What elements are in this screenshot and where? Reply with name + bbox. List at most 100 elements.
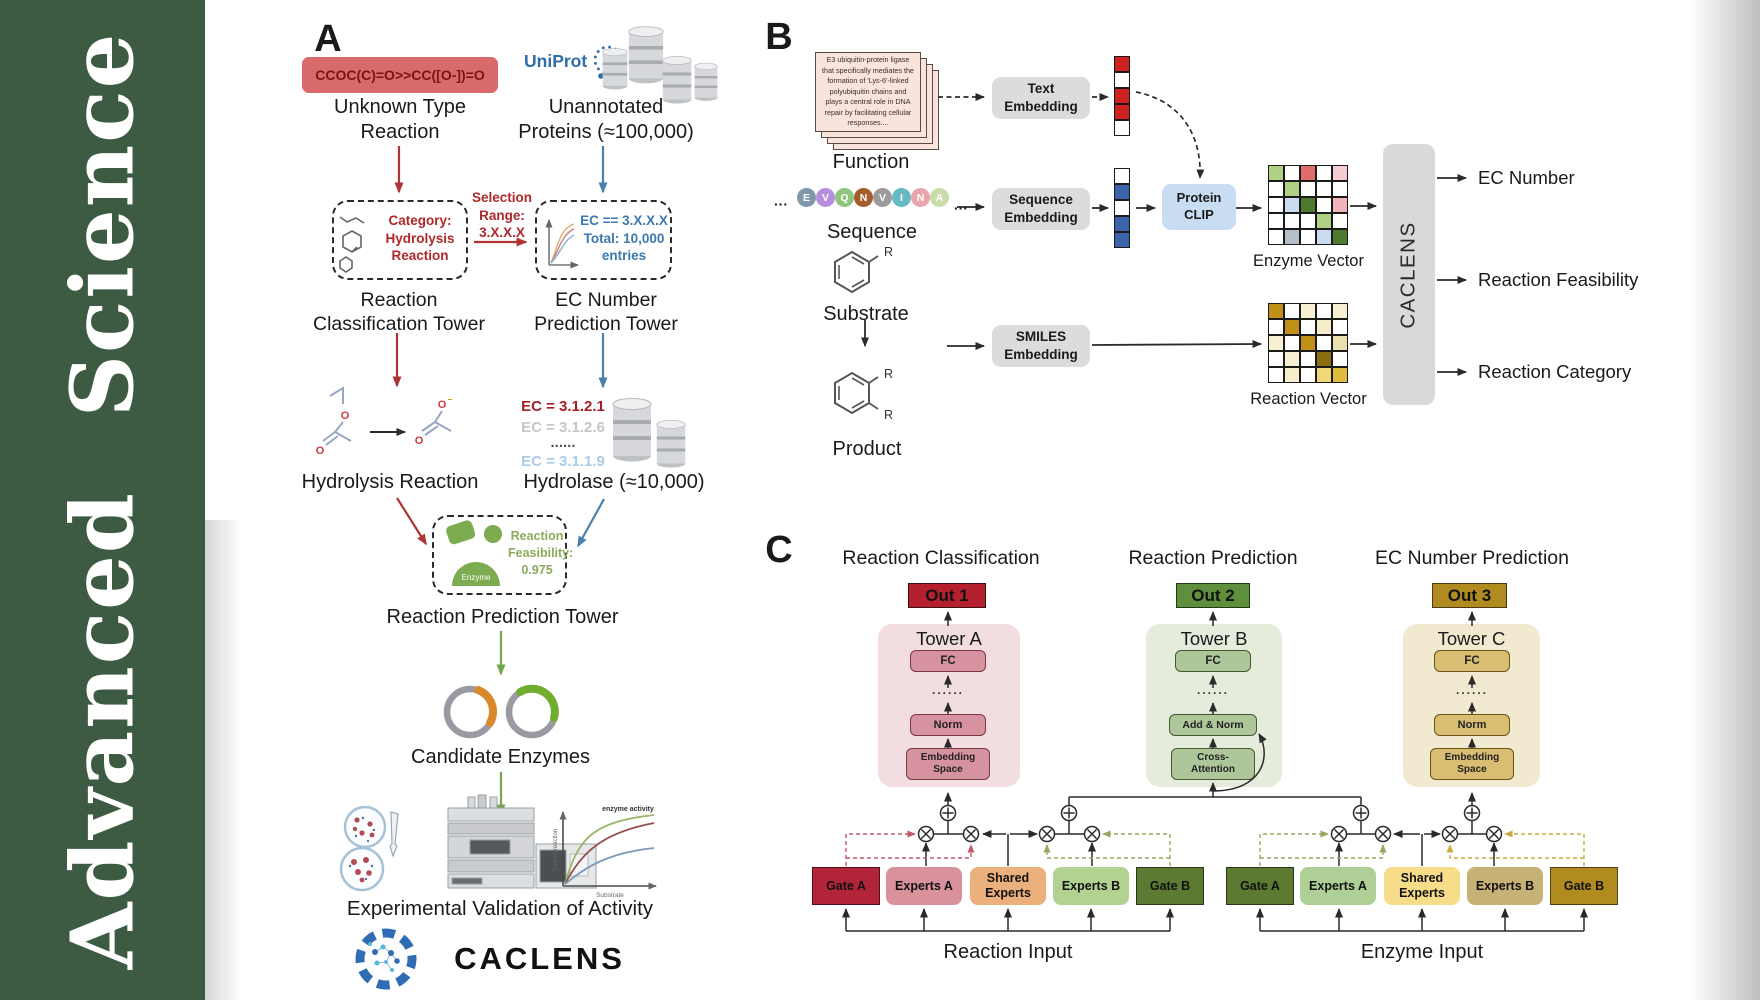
vector-cell (1114, 168, 1130, 184)
residue-circle: I (892, 188, 911, 207)
vector-cell (1284, 351, 1300, 367)
smiles-text: CCOC(C)=O>>CC([O-])=O (315, 67, 485, 83)
svg-text:O: O (316, 445, 325, 457)
moe-left-shared-experts: Shared Experts (970, 867, 1046, 905)
vector-cell (1300, 229, 1316, 245)
ec-item-3: EC = 3.1.1.9 (521, 453, 605, 470)
vector-cell (1300, 319, 1316, 335)
vector-cell (1268, 303, 1284, 319)
function-card: E3 ubiquitin-protein ligase that specifi… (815, 52, 921, 132)
vector-cell (1268, 367, 1284, 383)
product-molecule-icon: R R (834, 367, 893, 422)
text-embedding-box: Text Embedding (992, 77, 1090, 119)
enzyme-vector-label: Enzyme Vector (1253, 252, 1364, 270)
vector-cell (1332, 367, 1348, 383)
vector-cell (1268, 229, 1284, 245)
moe-right-shared-experts: Shared Experts (1384, 867, 1460, 905)
vector-cell (1316, 197, 1332, 213)
panel-a-label: A (314, 18, 342, 60)
residue-circle: E (797, 188, 816, 207)
experimental-validation-label: Experimental Validation of Activity (346, 897, 654, 920)
vector-cell (1316, 367, 1332, 383)
hydrolase-label: Hydrolase (≈10,000) (523, 471, 705, 493)
vector-cell (1316, 165, 1332, 181)
vector-cell (1268, 351, 1284, 367)
vector-cell (1268, 197, 1284, 213)
sequence-embedding-box: Sequence Embedding (992, 188, 1090, 230)
caclens-brand-text: CACLENS (454, 941, 625, 976)
vector-cell (1284, 213, 1300, 229)
activity-xlabel: Substrate (596, 892, 624, 899)
page-left-shadow (205, 520, 249, 1000)
substrate-molecule-icon: R (834, 245, 893, 293)
vector-cell (1316, 229, 1332, 245)
moe-left-gate-a: Gate A (812, 867, 880, 905)
panel-b-label: B (765, 16, 793, 58)
vector-cell (1114, 216, 1130, 232)
molecule-sketch-icon (339, 216, 365, 273)
vector-cell (1114, 184, 1130, 200)
vector-cell (1332, 229, 1348, 245)
vector-cell (1114, 72, 1130, 88)
svg-text:–: – (447, 394, 452, 404)
product-r-label-1: R (884, 367, 893, 381)
tower-c-embedding-space: Embedding Space (1430, 748, 1514, 780)
ec-item-dots: ...... (550, 434, 576, 451)
tower-a-fc: FC (910, 650, 986, 672)
tower-a-embedding-space: Embedding Space (906, 748, 990, 780)
hydrolysis-reaction-label: Hydrolysis Reaction (301, 471, 479, 493)
unannotated-proteins-label: Unannotated Proteins (≈100,000) (518, 96, 694, 143)
reaction-classification-dashed-box (332, 200, 468, 280)
vector-cell (1284, 181, 1300, 197)
vector-cell (1300, 181, 1316, 197)
moe-left-experts-a: Experts A (886, 867, 962, 905)
svg-text:O: O (341, 410, 350, 422)
function-card-text: E3 ubiquitin-protein ligase that specifi… (822, 55, 914, 128)
moe-right-experts-b: Experts B (1467, 867, 1543, 905)
reaction-prediction-tower-label: Reaction Prediction Tower (386, 606, 619, 628)
vector-cell (1284, 197, 1300, 213)
vector-cell (1284, 229, 1300, 245)
caclens-logo-icon (355, 928, 417, 990)
vector-cell (1284, 319, 1300, 335)
vector-cell (1284, 303, 1300, 319)
enzyme-vector-matrix (1268, 165, 1348, 245)
enzyme-blob-icon: Enzyme (446, 520, 502, 586)
vector-cell (1316, 351, 1332, 367)
tower-b-name: Tower B (1180, 628, 1248, 649)
panel-c-gate-wiring (845, 830, 1585, 866)
tower-c-name: Tower C (1437, 628, 1506, 649)
caclens-model-box: CACLENS (1383, 144, 1435, 405)
sequence-label: Sequence (826, 221, 918, 243)
title-reaction-prediction: Reaction Prediction (1128, 547, 1298, 569)
product-r-label-2: R (884, 408, 893, 422)
smiles-reaction-box: CCOC(C)=O>>CC([O-])=O (302, 57, 498, 93)
reaction-feasibility-dashed-box (432, 515, 567, 595)
ec-curves-icon (545, 219, 579, 269)
svg-text:O: O (415, 435, 424, 447)
candidate-enzymes-label: Candidate Enzymes (411, 746, 590, 768)
vector-cell (1316, 335, 1332, 351)
moe-left-gate-b: Gate B (1136, 867, 1204, 905)
acetate-molecule-icon: O – O (415, 394, 453, 447)
panel-c-op-circles (917, 804, 1503, 843)
vector-cell (1114, 232, 1130, 248)
substrate-r-label: R (884, 245, 893, 259)
vector-cell (1114, 200, 1130, 216)
page-right-shadow (1690, 0, 1760, 1000)
reaction-vector-matrix (1268, 303, 1348, 383)
activity-annotation: enzyme activity (602, 806, 654, 813)
vector-cell (1332, 181, 1348, 197)
vector-cell (1114, 120, 1130, 136)
reaction-feasibility-text: Reaction Feasibility: 0.975 (508, 529, 574, 577)
vector-cell (1332, 165, 1348, 181)
enzyme-blob-label: Enzyme (462, 573, 491, 582)
panel-a-arrows (370, 146, 608, 816)
vector-cell (1284, 165, 1300, 181)
tower-b-cross-attention: Cross- Attention (1171, 748, 1255, 780)
vector-cell (1268, 165, 1284, 181)
vector-cell (1300, 351, 1316, 367)
vector-cell (1114, 88, 1130, 104)
residue-circle: V (873, 188, 892, 207)
